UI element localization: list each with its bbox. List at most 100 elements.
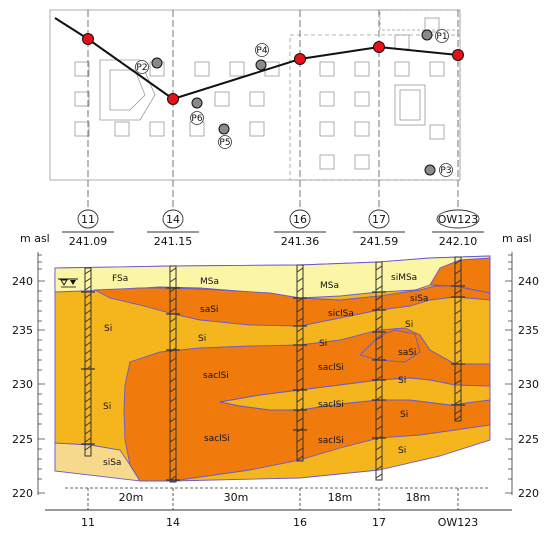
borehole-axis-label: 11 [81, 516, 95, 529]
soil-label-group: FSa MSa MSa siMSa siSa saSi siclSa Si Si… [103, 273, 428, 468]
site-plan [49, 9, 461, 181]
tick-label: 230 [12, 378, 33, 391]
soil-label: siclSa [328, 309, 354, 319]
piezometer-P1: P1 [421, 29, 449, 43]
borehole-header-14: 14 241.15 [147, 209, 199, 248]
plan-building-corner [379, 9, 461, 31]
soil-label: siSa [410, 294, 428, 304]
soil-label: Si [103, 402, 111, 412]
borehole-markers [82, 33, 464, 105]
distance-label: 30m [224, 491, 249, 504]
tick-label: 220 [12, 487, 33, 500]
soil-label: Si [198, 334, 206, 344]
borehole-column-11 [84, 267, 92, 457]
piezometer-label: P2 [136, 63, 147, 73]
plan-pillars [74, 17, 445, 170]
distance-label: 18m [328, 491, 353, 504]
borehole-header-16: 16 241.36 [274, 209, 326, 248]
borehole-column-OW123 [454, 256, 462, 422]
distance-label: 20m [119, 491, 144, 504]
axis-left: m asl 240 235 230 225 220 [12, 232, 50, 500]
plan-roof-shape [99, 59, 156, 121]
piezometers: P1 P2 P3 P4 P5 P6 [135, 29, 453, 177]
piezometer-label: P5 [219, 138, 230, 148]
borehole-layer-ticks [81, 285, 465, 481]
groundwater-level-icon [58, 278, 78, 288]
plan-roof-right [394, 84, 426, 126]
piezometer-P4: P4 [255, 43, 269, 71]
soil-label: saclSi [318, 400, 344, 410]
soil-label: siMSa [391, 273, 417, 283]
borehole-id: OW123 [438, 213, 479, 226]
soil-layers [54, 255, 491, 482]
borehole-column-16 [296, 264, 304, 462]
borehole-id: 16 [293, 213, 307, 226]
borehole-elevation: 241.59 [360, 235, 399, 248]
piezometer-P5: P5 [218, 123, 232, 149]
borehole-axis-label: 17 [372, 516, 386, 529]
soil-label: Si [398, 446, 406, 456]
axis-right: m asl 240 235 230 225 220 [502, 232, 539, 500]
soil-label: MSa [200, 277, 219, 287]
soil-label: saclSi [203, 371, 229, 381]
borehole-id: 11 [81, 213, 95, 226]
soil-label: siSa [103, 458, 121, 468]
piezometer-P2: P2 [135, 57, 163, 74]
borehole-axis-label: 14 [166, 516, 180, 529]
soil-label: saclSi [204, 434, 230, 444]
plan-roof-right-inner [399, 89, 421, 121]
layer-sandy-silt-lens [359, 329, 421, 363]
borehole-axis-label: 16 [293, 516, 307, 529]
section-trace-line [54, 17, 459, 101]
tick-label: 230 [518, 378, 539, 391]
axis-unit-right: m asl [502, 232, 532, 245]
borehole-marker-11 [82, 33, 94, 45]
borehole-headers: 11 241.09 14 241.15 16 241.36 17 241.59 … [62, 209, 484, 248]
borehole-header-OW123: OW123 242.10 [432, 209, 484, 248]
borehole-elevation: 241.09 [69, 235, 108, 248]
borehole-columns [81, 256, 465, 483]
soil-label: saSi [200, 305, 218, 315]
layer-sandy-silt-upper [93, 285, 491, 327]
soil-label: Si [104, 324, 112, 334]
piezometer-label: P1 [436, 32, 447, 42]
axis-unit-left: m asl [20, 232, 50, 245]
tick-label: 240 [12, 275, 33, 288]
borehole-header-11: 11 241.09 [62, 209, 114, 248]
soil-label: saSi [398, 348, 416, 358]
borehole-marker-OW123 [452, 49, 464, 61]
soil-label: saclSi [318, 363, 344, 373]
tick-label: 240 [518, 275, 539, 288]
piezometer-P3: P3 [424, 163, 453, 177]
piezometer-label: P3 [440, 166, 451, 176]
tick-label: 235 [12, 324, 33, 337]
soil-label: Si [319, 339, 327, 349]
borehole-elevation: 241.15 [154, 235, 193, 248]
soil-label: FSa [112, 274, 128, 284]
tick-label: 235 [518, 324, 539, 337]
piezometer-P6: P6 [190, 97, 204, 125]
borehole-marker-17 [373, 41, 385, 53]
borehole-marker-14 [167, 93, 179, 105]
soil-label: saclSi [318, 436, 344, 446]
plan-building-right [289, 34, 461, 181]
borehole-column-14 [169, 265, 177, 483]
soil-label: MSa [320, 281, 339, 291]
borehole-axis-label: OW123 [438, 516, 479, 529]
borehole-id: 17 [372, 213, 386, 226]
borehole-marker-16 [294, 53, 306, 65]
tick-label: 225 [518, 433, 539, 446]
soil-label: Si [398, 376, 406, 386]
borehole-elevation: 241.36 [281, 235, 320, 248]
piezometer-label: P4 [256, 46, 267, 56]
tick-label: 220 [518, 487, 539, 500]
plan-outline [49, 9, 461, 181]
piezometer-label: P6 [191, 114, 202, 124]
tick-label: 225 [12, 433, 33, 446]
borehole-elevation: 242.10 [439, 235, 478, 248]
soil-label: Si [405, 320, 413, 330]
borehole-id: 14 [166, 213, 180, 226]
borehole-header-17: 17 241.59 [353, 209, 405, 248]
soil-label: Si [400, 410, 408, 420]
